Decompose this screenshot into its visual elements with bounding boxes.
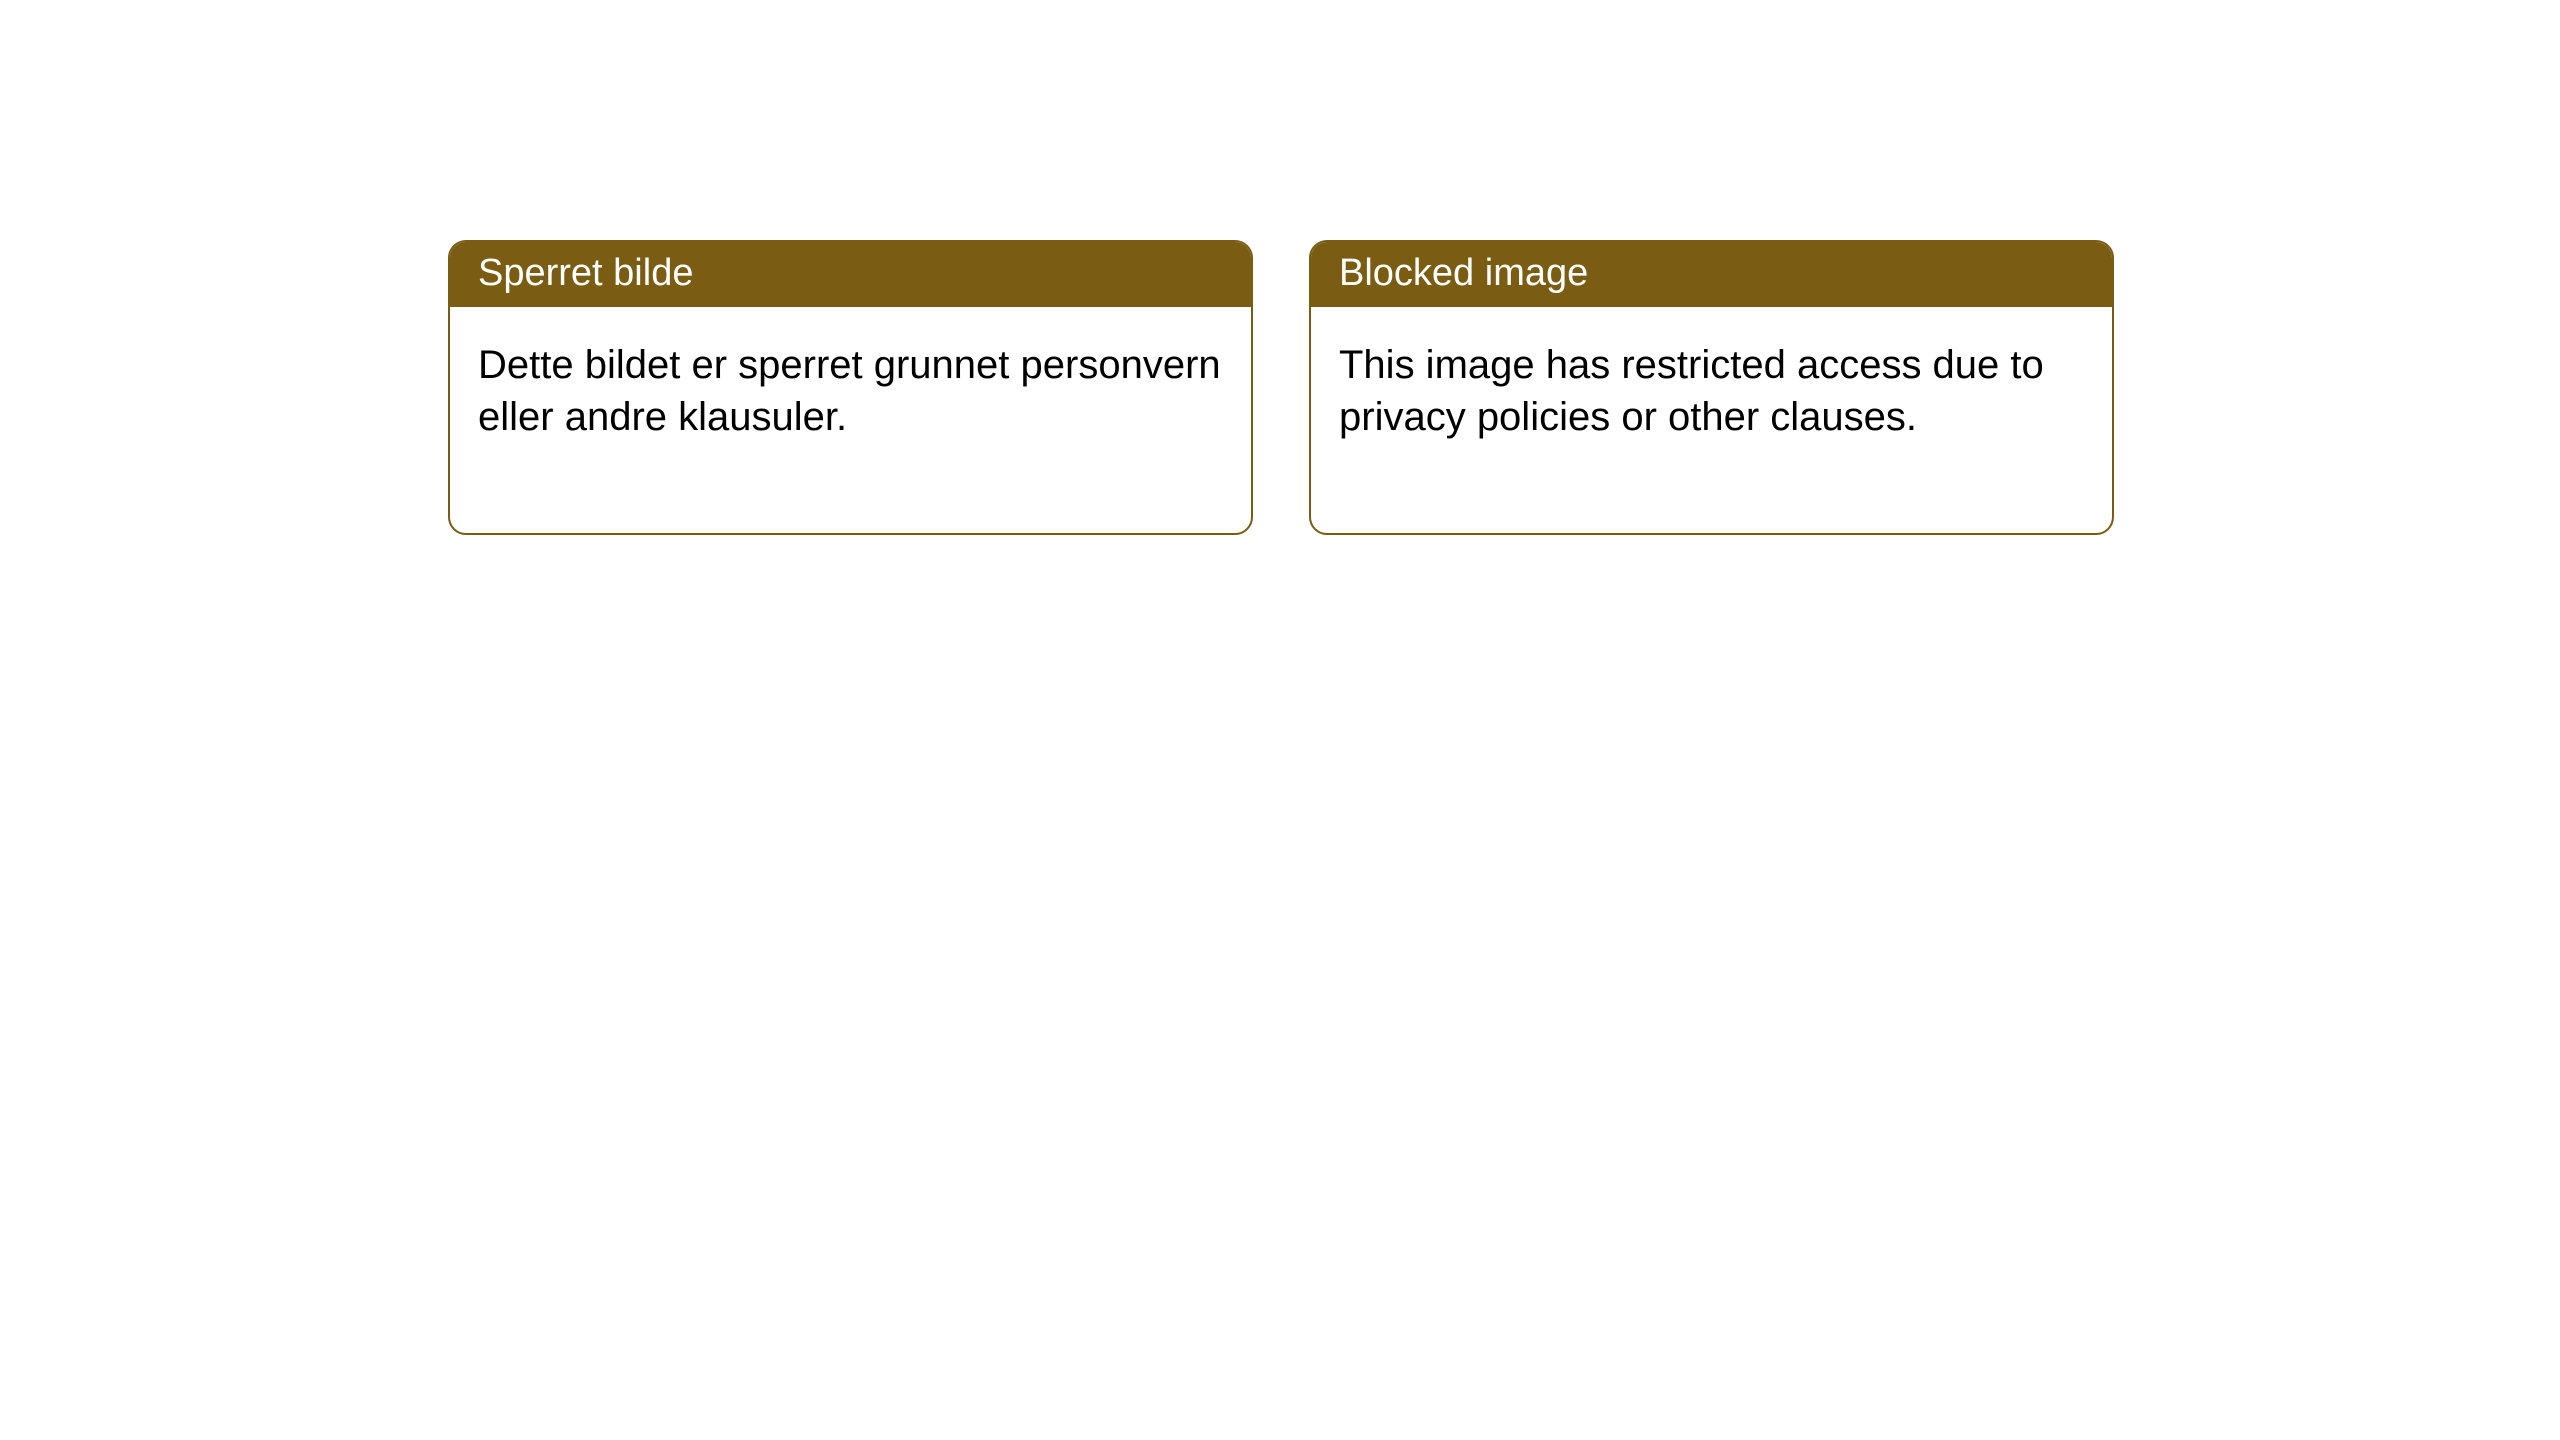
notice-header-english: Blocked image <box>1311 242 2112 307</box>
notice-card-norwegian: Sperret bilde Dette bildet er sperret gr… <box>448 240 1253 535</box>
notice-card-english: Blocked image This image has restricted … <box>1309 240 2114 535</box>
notice-body-english: This image has restricted access due to … <box>1311 307 2112 533</box>
notice-container: Sperret bilde Dette bildet er sperret gr… <box>448 240 2114 535</box>
notice-body-norwegian: Dette bildet er sperret grunnet personve… <box>450 307 1251 533</box>
notice-header-norwegian: Sperret bilde <box>450 242 1251 307</box>
